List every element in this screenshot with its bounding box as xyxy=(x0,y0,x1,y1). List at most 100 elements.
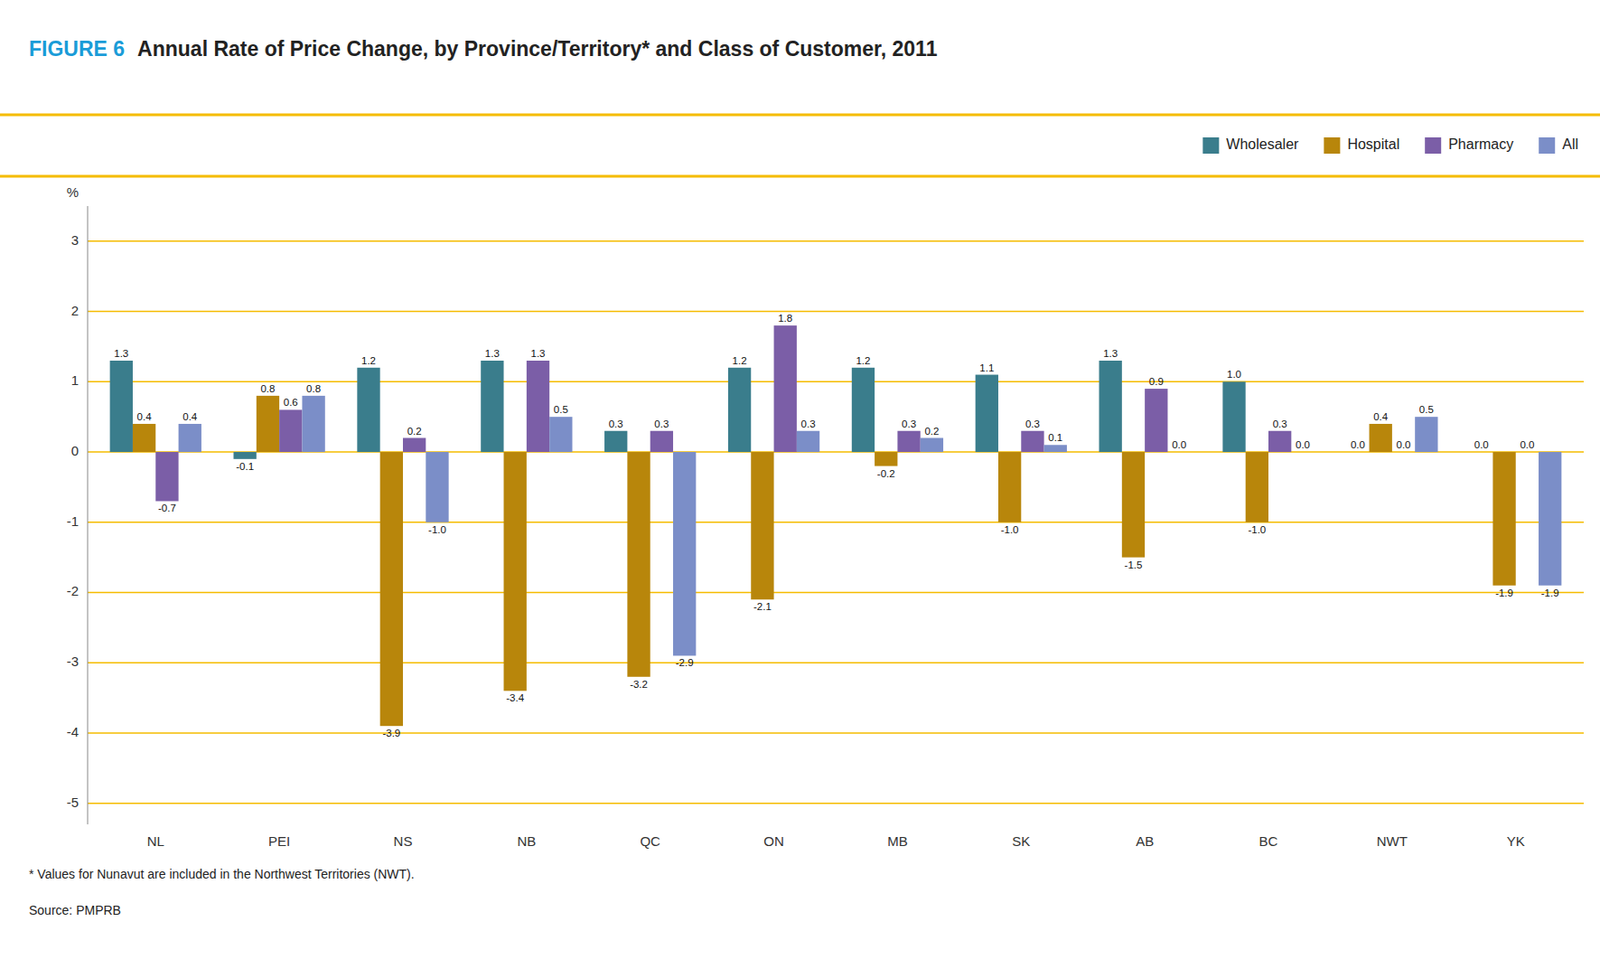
bar xyxy=(526,360,550,452)
legend: Wholesaler Hospital Pharmacy All xyxy=(1202,136,1579,154)
grid-line xyxy=(87,731,1584,734)
data-label: 0.8 xyxy=(306,383,321,394)
y-tick-label: 3 xyxy=(71,232,79,248)
x-tick-label: ON xyxy=(763,832,785,849)
data-label: 0.3 xyxy=(654,418,669,430)
legend-swatch xyxy=(1202,137,1219,154)
bar xyxy=(1099,360,1123,452)
x-tick-label: NWT xyxy=(1376,832,1408,849)
x-tick-label: SK xyxy=(1011,832,1030,849)
bar xyxy=(155,451,178,501)
bar xyxy=(1538,451,1562,586)
data-label: 0.3 xyxy=(801,418,816,430)
bar xyxy=(774,325,797,452)
chart: FIGURE 6Annual Rate of Price Change, by … xyxy=(0,0,1600,978)
legend-swatch xyxy=(1424,137,1441,154)
bar xyxy=(256,395,280,452)
data-label: -0.1 xyxy=(235,460,254,472)
data-label: 0.0 xyxy=(1295,439,1310,450)
bar xyxy=(1167,451,1190,453)
bar xyxy=(549,416,572,452)
bar xyxy=(504,451,527,691)
bar xyxy=(1414,416,1438,452)
data-label: 1.2 xyxy=(361,355,376,366)
data-label: 0.9 xyxy=(1149,375,1164,387)
bar xyxy=(728,367,751,452)
legend-label: Wholesaler xyxy=(1225,136,1300,152)
data-label: 1.0 xyxy=(1226,368,1242,380)
y-tick-label: 0 xyxy=(71,442,79,459)
y-tick-label: 1 xyxy=(71,372,79,388)
data-label: 1.3 xyxy=(113,347,129,359)
y-tick-label: -2 xyxy=(66,582,79,599)
data-label: 0.4 xyxy=(137,411,153,422)
data-label: -1.0 xyxy=(1001,523,1020,535)
data-label: 0.3 xyxy=(1025,418,1040,430)
legend-item: Wholesaler xyxy=(1202,136,1300,154)
data-label: -3.2 xyxy=(629,678,648,690)
grid-line xyxy=(87,310,1584,313)
data-label: 1.8 xyxy=(777,312,793,324)
bar xyxy=(356,367,380,452)
data-label: 0.0 xyxy=(1350,439,1366,450)
bar xyxy=(998,451,1021,523)
annotation: * Values for Nunavut are included in the… xyxy=(28,866,415,881)
x-tick-label: YK xyxy=(1506,832,1526,849)
y-tick-label: 2 xyxy=(71,302,79,319)
bar xyxy=(1392,451,1415,453)
bar xyxy=(402,438,426,453)
separator xyxy=(0,175,1600,178)
bar xyxy=(1291,451,1314,453)
data-label: 0.0 xyxy=(1519,439,1535,450)
data-labels: 1.3-0.11.21.30.31.21.21.11.31.00.00.00.4… xyxy=(113,312,1559,739)
x-tick-label: PEI xyxy=(268,832,291,849)
data-label: 0.8 xyxy=(260,383,275,394)
data-label: 0.3 xyxy=(1272,418,1288,430)
x-tick-label: AB xyxy=(1135,832,1154,849)
bar xyxy=(750,451,774,599)
data-label: 1.3 xyxy=(1103,347,1118,359)
x-tick-label: MB xyxy=(887,832,908,849)
bar xyxy=(178,423,202,452)
data-label: 1.1 xyxy=(979,362,994,374)
y-tick-label: -5 xyxy=(66,794,79,810)
grid-line xyxy=(87,661,1584,664)
bar xyxy=(1020,430,1044,452)
x-tick-label: NS xyxy=(393,832,413,849)
title: FIGURE 6 xyxy=(28,37,125,61)
data-label: -1.5 xyxy=(1124,559,1143,571)
legend-item: Hospital xyxy=(1323,136,1400,154)
bar xyxy=(233,451,256,459)
data-label: -1.0 xyxy=(1247,523,1266,535)
data-label: 0.0 xyxy=(1171,439,1187,450)
bar xyxy=(874,451,898,467)
data-label: 0.3 xyxy=(901,418,917,430)
data-label: -1.9 xyxy=(1541,587,1560,599)
data-label: 0.2 xyxy=(407,425,422,437)
bar xyxy=(110,360,133,452)
legend-label: Pharmacy xyxy=(1448,136,1514,152)
legend-label: All xyxy=(1562,136,1579,152)
data-label: -1.0 xyxy=(428,523,447,535)
y-tick-label: -1 xyxy=(66,513,79,529)
bar xyxy=(279,409,302,452)
data-label: -2.1 xyxy=(753,600,772,612)
bar xyxy=(796,430,820,452)
data-label: -3.9 xyxy=(382,727,401,739)
background xyxy=(0,0,1600,978)
y-axis-line xyxy=(87,205,89,824)
data-label: 0.1 xyxy=(1047,431,1063,443)
bar xyxy=(301,395,325,452)
x-tick-label: NB xyxy=(516,832,536,849)
legend-swatch xyxy=(1538,137,1555,154)
data-label: 1.2 xyxy=(732,355,748,366)
bar xyxy=(480,360,504,452)
legend-label: Hospital xyxy=(1347,136,1400,152)
bar xyxy=(920,438,944,453)
data-label: 0.4 xyxy=(1373,411,1389,422)
y-axis-label: % xyxy=(66,184,79,200)
bar xyxy=(1044,444,1067,452)
y-tick-label: -3 xyxy=(66,653,79,669)
grid-line xyxy=(87,381,1584,384)
bar xyxy=(1144,388,1168,452)
